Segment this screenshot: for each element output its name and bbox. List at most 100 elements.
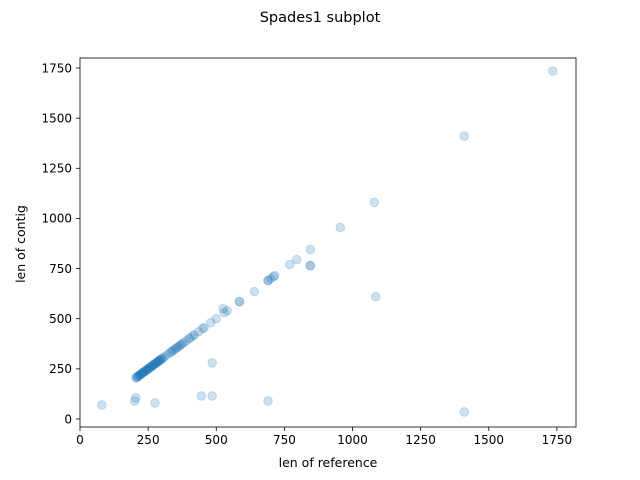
x-tick-label: 250 bbox=[137, 433, 160, 447]
data-point bbox=[159, 352, 170, 362]
data-point bbox=[141, 365, 152, 375]
data-point bbox=[171, 342, 182, 353]
data-point bbox=[218, 303, 228, 314]
data-point bbox=[146, 361, 157, 372]
y-axis: 0 250 500 750 1000 1250 1500 1750 bbox=[41, 61, 80, 426]
data-point bbox=[139, 366, 150, 377]
data-point bbox=[263, 275, 273, 286]
y-tick-label: 1000 bbox=[41, 212, 72, 226]
data-point bbox=[146, 362, 156, 372]
data-point bbox=[143, 364, 153, 374]
data-point bbox=[207, 358, 217, 368]
data-point bbox=[158, 353, 168, 363]
data-point bbox=[196, 391, 207, 401]
data-point bbox=[263, 396, 273, 406]
data-point bbox=[148, 360, 159, 370]
data-point bbox=[152, 357, 162, 368]
data-point bbox=[548, 66, 558, 76]
x-tick-label: 0 bbox=[76, 433, 84, 447]
data-point bbox=[222, 305, 232, 316]
data-point bbox=[147, 361, 158, 371]
y-axis-label: len of contig bbox=[13, 205, 28, 283]
data-point bbox=[162, 350, 173, 360]
x-tick-label: 1750 bbox=[542, 433, 573, 447]
data-point bbox=[459, 131, 470, 142]
data-point bbox=[150, 358, 161, 369]
data-point bbox=[169, 344, 179, 355]
data-point bbox=[156, 354, 167, 364]
data-point bbox=[207, 391, 217, 401]
data-point bbox=[188, 330, 198, 341]
data-point bbox=[144, 363, 155, 373]
data-point bbox=[291, 254, 302, 265]
data-point bbox=[97, 400, 107, 410]
data-point bbox=[211, 313, 222, 324]
data-point bbox=[199, 322, 209, 333]
data-point bbox=[181, 335, 192, 346]
data-point bbox=[149, 359, 159, 370]
y-tick-label: 0 bbox=[64, 412, 72, 426]
data-point bbox=[136, 369, 147, 379]
data-point bbox=[206, 317, 216, 328]
data-point bbox=[134, 370, 145, 381]
data-point bbox=[135, 369, 146, 380]
data-point bbox=[173, 341, 183, 352]
x-tick-label: 1000 bbox=[337, 433, 368, 447]
data-point bbox=[459, 407, 470, 417]
data-point bbox=[370, 291, 381, 302]
data-point bbox=[305, 244, 316, 255]
data-point bbox=[148, 360, 158, 371]
data-point bbox=[150, 398, 160, 408]
data-point bbox=[305, 260, 316, 271]
y-tick-label: 1500 bbox=[41, 111, 72, 125]
data-point bbox=[142, 364, 153, 375]
data-point bbox=[132, 371, 143, 382]
data-point bbox=[152, 357, 163, 367]
data-point bbox=[234, 296, 245, 307]
data-point bbox=[140, 366, 151, 376]
data-point bbox=[131, 393, 141, 403]
data-point bbox=[197, 323, 208, 334]
data-point bbox=[177, 338, 187, 349]
data-point bbox=[335, 222, 346, 233]
data-point bbox=[154, 356, 164, 366]
chart-title: Spades1 subplot bbox=[260, 10, 381, 26]
data-point bbox=[167, 345, 178, 356]
data-point bbox=[137, 368, 148, 378]
data-point bbox=[174, 340, 185, 351]
data-point bbox=[369, 197, 380, 208]
x-axis: 0 250 500 750 1000 1250 1500 1750 bbox=[76, 427, 572, 447]
data-point bbox=[139, 367, 149, 377]
x-axis-label: len of reference bbox=[279, 455, 378, 470]
y-tick-label: 1750 bbox=[41, 61, 72, 75]
data-point bbox=[189, 329, 200, 340]
x-tick-label: 750 bbox=[273, 433, 296, 447]
data-point bbox=[137, 368, 147, 379]
x-tick-label: 1250 bbox=[405, 433, 436, 447]
data-point bbox=[268, 271, 279, 282]
data-point bbox=[129, 396, 140, 406]
data-point bbox=[141, 365, 151, 376]
data-point bbox=[132, 372, 143, 382]
plot-area bbox=[79, 57, 577, 428]
data-point bbox=[166, 347, 177, 357]
y-tick-label: 1250 bbox=[41, 162, 72, 176]
data-point bbox=[150, 359, 160, 369]
data-point bbox=[155, 355, 166, 365]
data-point bbox=[249, 286, 260, 297]
data-point bbox=[185, 332, 196, 343]
data-point bbox=[270, 270, 280, 281]
data-point bbox=[265, 273, 276, 284]
data-point bbox=[263, 275, 273, 286]
data-point bbox=[133, 371, 144, 381]
y-tick-label: 500 bbox=[49, 312, 72, 326]
data-point bbox=[193, 326, 204, 337]
y-tick-label: 250 bbox=[49, 362, 72, 376]
data-points bbox=[97, 66, 558, 417]
y-tick-label: 750 bbox=[49, 262, 72, 276]
data-point bbox=[145, 362, 155, 373]
data-point bbox=[151, 358, 162, 368]
data-point bbox=[165, 348, 175, 358]
